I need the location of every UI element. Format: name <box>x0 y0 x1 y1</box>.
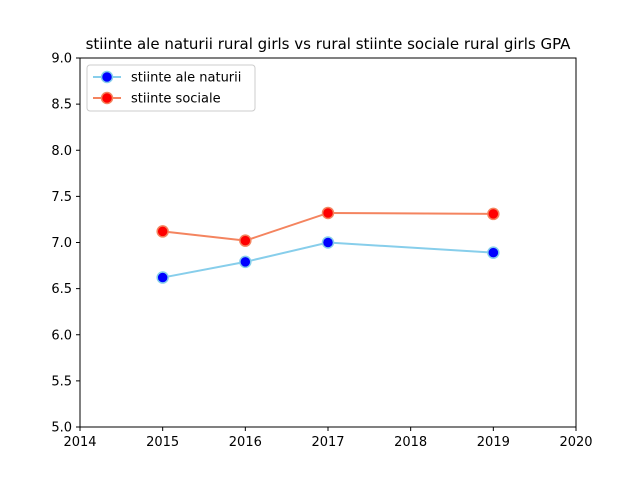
data-point-1 <box>487 246 500 259</box>
plot-frame <box>79 57 577 428</box>
y-tick-label: 9.0 <box>51 52 72 67</box>
y-tick-label: 6.0 <box>51 328 72 343</box>
x-tick-label: 2018 <box>394 435 427 450</box>
y-tick-label: 5.5 <box>51 374 72 389</box>
legend: stiinte ale naturii stiinte sociale <box>86 64 256 112</box>
data-point-2 <box>156 225 169 238</box>
legend-marker-1 <box>100 70 114 84</box>
y-tick-label: 7.0 <box>51 236 72 251</box>
x-tick-label: 2020 <box>559 435 592 450</box>
data-point-1 <box>239 255 252 269</box>
legend-box <box>86 64 256 112</box>
x-tick-label: 2017 <box>311 435 344 450</box>
y-tick-label: 7.5 <box>51 190 72 205</box>
y-tick-label: 8.5 <box>51 98 72 113</box>
y-tick-label: 8.0 <box>51 144 72 159</box>
chart-title: stiinte ale naturii rural girls vs rural… <box>86 35 572 53</box>
y-tick-label: 5.0 <box>51 421 72 436</box>
plot-area: 2014 2015 2016 2017 2018 2019 2020 5.0 5.5 6.0 6.5… <box>51 52 592 451</box>
x-tick-label: 2019 <box>477 435 510 450</box>
legend-label-1: stiinte ale naturii <box>131 71 241 86</box>
y-tick-label: 6.5 <box>51 282 72 297</box>
legend-label-2: stiinte sociale <box>131 92 221 107</box>
legend-marker-2 <box>100 91 114 105</box>
x-tick-label: 2015 <box>146 435 179 450</box>
series-line-1 <box>162 241 494 279</box>
x-tick-label: 2016 <box>229 435 262 450</box>
x-tick-label: 2014 <box>63 435 96 450</box>
data-point-2 <box>239 234 252 247</box>
data-point-2 <box>321 206 335 220</box>
series-line-2 <box>162 211 494 242</box>
data-point-2 <box>487 207 500 221</box>
data-point-1 <box>156 271 169 284</box>
data-point-1 <box>321 236 335 249</box>
